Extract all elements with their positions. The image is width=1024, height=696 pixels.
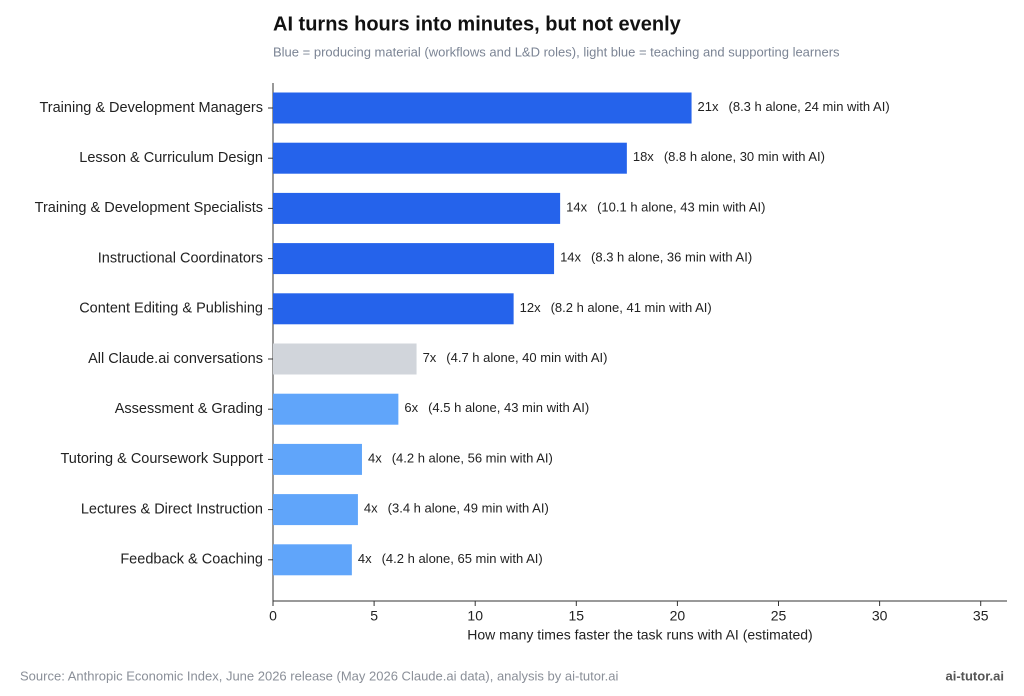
bar bbox=[273, 443, 362, 475]
value-label-number: 18x bbox=[633, 150, 654, 165]
y-tick-label: All Claude.ai conversations bbox=[88, 351, 263, 367]
value-label-number: 12x bbox=[520, 300, 541, 315]
y-tick-label: Training & Development Specialists bbox=[35, 200, 263, 216]
value-label-note: (10.1 h alone, 43 min with AI) bbox=[597, 200, 765, 215]
value-label-number: 4x bbox=[364, 501, 378, 516]
bar bbox=[273, 142, 627, 174]
x-tick-label: 25 bbox=[771, 608, 787, 624]
value-label-note: (4.2 h alone, 56 min with AI) bbox=[392, 451, 553, 466]
value-label-number: 4x bbox=[358, 551, 372, 566]
value-label-number: 4x bbox=[368, 451, 382, 466]
x-tick-label: 0 bbox=[269, 608, 277, 624]
value-label-note: (8.3 h alone, 36 min with AI) bbox=[591, 250, 752, 265]
value-label: 21x (8.3 h alone, 24 min with AI) bbox=[698, 99, 890, 114]
bar bbox=[273, 343, 417, 375]
value-label: 7x (4.7 h alone, 40 min with AI) bbox=[423, 350, 608, 365]
value-label: 12x (8.2 h alone, 41 min with AI) bbox=[520, 300, 712, 315]
y-tick-label: Lectures & Direct Instruction bbox=[81, 501, 263, 517]
source-note: Source: Anthropic Economic Index, June 2… bbox=[20, 668, 618, 683]
value-label-note: (3.4 h alone, 49 min with AI) bbox=[388, 501, 549, 516]
x-tick-label: 20 bbox=[670, 608, 686, 624]
y-tick-label: Instructional Coordinators bbox=[98, 250, 263, 266]
x-tick-label: 30 bbox=[872, 608, 888, 624]
chart-title: AI turns hours into minutes, but not eve… bbox=[273, 13, 682, 35]
value-label: 4x (4.2 h alone, 65 min with AI) bbox=[358, 551, 543, 566]
value-label: 4x (3.4 h alone, 49 min with AI) bbox=[364, 501, 549, 516]
y-tick-label: Assessment & Grading bbox=[115, 401, 263, 417]
y-tick-label: Feedback & Coaching bbox=[120, 552, 263, 568]
bar bbox=[273, 92, 692, 124]
x-tick-label: 15 bbox=[569, 608, 585, 624]
value-label: 14x (10.1 h alone, 43 min with AI) bbox=[566, 200, 765, 215]
value-label-number: 7x bbox=[423, 350, 437, 365]
bar bbox=[273, 544, 352, 576]
value-label-number: 14x bbox=[566, 200, 587, 215]
x-tick-label: 5 bbox=[370, 608, 378, 624]
value-label-note: (8.8 h alone, 30 min with AI) bbox=[664, 150, 825, 165]
value-label-note: (4.2 h alone, 65 min with AI) bbox=[382, 551, 543, 566]
value-label-number: 6x bbox=[404, 401, 418, 416]
value-label-number: 21x bbox=[698, 99, 719, 114]
value-label: 6x (4.5 h alone, 43 min with AI) bbox=[404, 401, 589, 416]
bar bbox=[273, 243, 555, 275]
value-label-note: (4.5 h alone, 43 min with AI) bbox=[428, 401, 589, 416]
bar bbox=[273, 494, 358, 526]
value-label-note: (4.7 h alone, 40 min with AI) bbox=[446, 350, 607, 365]
bar bbox=[273, 192, 561, 224]
brand: ai-tutor.ai bbox=[945, 668, 1004, 683]
y-tick-label: Lesson & Curriculum Design bbox=[79, 150, 263, 166]
value-label-note: (8.3 h alone, 24 min with AI) bbox=[729, 99, 890, 114]
chart-subtitle: Blue = producing material (workflows and… bbox=[273, 44, 840, 59]
y-tick-label: Tutoring & Coursework Support bbox=[60, 451, 263, 467]
x-tick-label: 10 bbox=[467, 608, 483, 624]
value-label-number: 14x bbox=[560, 250, 581, 265]
value-label: 4x (4.2 h alone, 56 min with AI) bbox=[368, 451, 553, 466]
value-label: 14x (8.3 h alone, 36 min with AI) bbox=[560, 250, 752, 265]
y-tick-label: Content Editing & Publishing bbox=[79, 301, 263, 317]
value-label: 18x (8.8 h alone, 30 min with AI) bbox=[633, 150, 825, 165]
y-tick-label: Training & Development Managers bbox=[39, 100, 263, 116]
x-axis-label: How many times faster the task runs with… bbox=[467, 627, 812, 643]
value-label-note: (8.2 h alone, 41 min with AI) bbox=[551, 300, 712, 315]
bar bbox=[273, 393, 399, 425]
bar bbox=[273, 293, 514, 325]
x-tick-label: 35 bbox=[973, 608, 989, 624]
